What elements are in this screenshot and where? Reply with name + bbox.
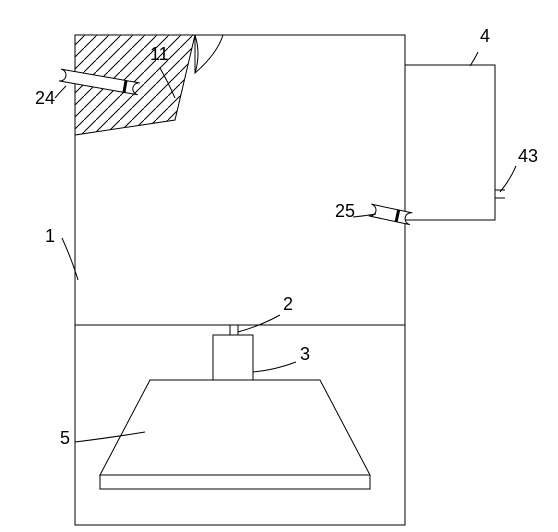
label-4: 4 <box>480 26 490 47</box>
leader-1 <box>62 238 78 280</box>
label-5: 5 <box>60 428 70 449</box>
base-housing <box>75 325 405 525</box>
leader-24 <box>55 86 66 98</box>
page-curl <box>195 35 223 73</box>
motor <box>213 335 253 380</box>
hood <box>100 380 370 475</box>
label-2: 2 <box>283 294 293 315</box>
leader-43 <box>500 166 516 192</box>
label-25: 25 <box>335 201 355 222</box>
diagram-svg <box>0 0 558 532</box>
leader-5 <box>75 432 145 442</box>
label-43: 43 <box>518 146 538 167</box>
side-unit <box>405 65 495 220</box>
label-11: 11 <box>150 44 169 65</box>
shaft <box>230 325 238 335</box>
leader-3 <box>253 362 296 372</box>
diagram-container: 1 2 3 4 5 11 24 25 43 <box>0 0 558 532</box>
label-24: 24 <box>35 88 55 109</box>
label-1: 1 <box>45 226 55 247</box>
leader-4 <box>470 52 478 66</box>
leader-2 <box>238 315 280 332</box>
base-plate <box>100 475 370 489</box>
label-3: 3 <box>300 344 310 365</box>
